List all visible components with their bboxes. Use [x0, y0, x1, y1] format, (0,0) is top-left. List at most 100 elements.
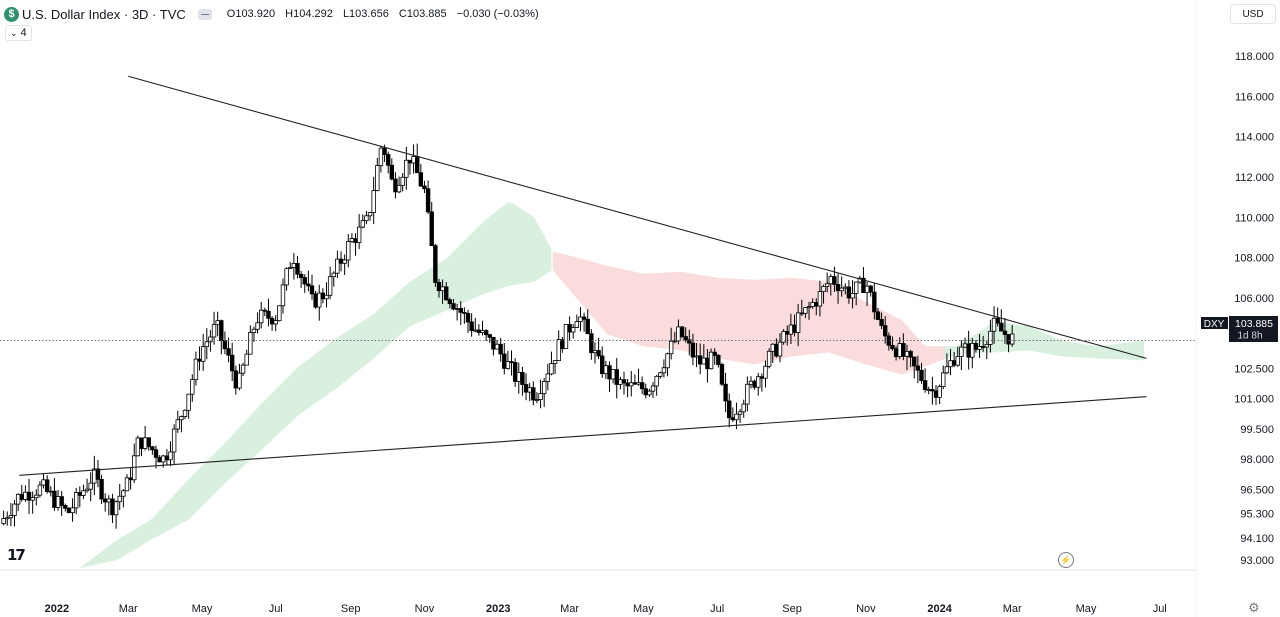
candle-down — [382, 147, 387, 155]
candle-up — [959, 346, 964, 357]
candle-up — [378, 147, 384, 166]
price-tick-label: 108.000 — [1234, 253, 1274, 265]
time-axis[interactable]: 2022 Mar May Jul Sep Nov 2023 Mar May Jul Sep Nov 20… — [45, 603, 1167, 615]
candle-up — [240, 364, 246, 374]
candle-down — [679, 326, 685, 337]
candle-down — [444, 286, 449, 301]
gear-icon[interactable]: ⚙ — [1248, 600, 1260, 615]
ohlc-values: O103.920 H104.292 L103.656 C103.885 −0.0… — [227, 8, 539, 20]
price-axis[interactable]: 118.000 116.000 114.000 112.000 110.000 108.0… — [1234, 51, 1274, 567]
candle-up — [73, 492, 79, 509]
candle-down — [973, 343, 979, 350]
candle-down — [320, 292, 326, 300]
candle-down — [643, 388, 648, 396]
candle-up — [527, 387, 532, 393]
tradingview-logo-icon[interactable]: 17 — [7, 546, 26, 564]
dollar-symbol-icon[interactable]: $ — [4, 6, 19, 22]
candle-down — [63, 505, 68, 509]
candle-up — [552, 360, 558, 364]
candle-down — [44, 479, 50, 492]
candle-up — [88, 482, 93, 490]
candle-up — [55, 496, 61, 508]
candle-down — [436, 282, 442, 292]
candle-up — [327, 276, 333, 296]
candle-down — [150, 446, 155, 451]
candle-up — [984, 343, 989, 348]
candle-up — [92, 468, 97, 484]
time-tick-label: May — [1076, 603, 1097, 615]
candle-down — [422, 185, 427, 190]
menu-dash-icon[interactable] — [197, 8, 212, 20]
candle-down — [103, 498, 108, 503]
candle-up — [404, 159, 409, 178]
candle-up — [454, 307, 460, 310]
candle-up — [34, 494, 39, 499]
candle-up — [694, 355, 699, 358]
candle-down — [596, 350, 601, 357]
candle-up — [737, 411, 743, 415]
price-tick-label: 110.000 — [1235, 212, 1274, 224]
candle-down — [298, 273, 304, 278]
price-tick-label: 112.000 — [1235, 172, 1274, 184]
currency-button[interactable]: USD — [1230, 4, 1276, 24]
candle-down — [429, 211, 434, 247]
candle-up — [948, 360, 953, 368]
candle-up — [356, 226, 362, 244]
candle-up — [41, 479, 46, 486]
price-tick-label: 102.500 — [1234, 363, 1274, 375]
upper-trendline — [128, 75, 1147, 359]
candle-up — [204, 341, 209, 348]
candle-up — [944, 366, 950, 374]
time-tick-label: Jul — [1153, 603, 1167, 615]
candle-down — [861, 277, 866, 294]
candle-down — [26, 491, 32, 501]
candle-up — [745, 383, 750, 405]
candle-up — [396, 184, 402, 193]
candle-up — [665, 353, 670, 369]
candle-down — [890, 344, 895, 350]
candle-down — [893, 348, 899, 358]
candle-down — [313, 293, 318, 308]
candle-down — [886, 335, 892, 346]
candle-down — [95, 468, 101, 480]
lightning-icon[interactable]: ⚡ — [1058, 552, 1074, 568]
candle-up — [440, 286, 445, 292]
candle-up — [400, 176, 405, 186]
candle-down — [338, 258, 344, 264]
candle-down — [531, 387, 536, 401]
candle-up — [288, 267, 293, 270]
candle-down — [581, 316, 587, 320]
candle-up — [175, 419, 180, 430]
indicators-collapse-button[interactable]: ⌄ 4 — [5, 25, 32, 41]
time-tick-label: Sep — [782, 603, 802, 615]
candle-up — [864, 285, 870, 294]
candle-down — [512, 362, 518, 382]
candle-up — [346, 241, 351, 261]
price-badge-bg — [1229, 316, 1278, 342]
time-tick-label: May — [633, 603, 654, 615]
candle-down — [483, 330, 489, 336]
candle-down — [908, 351, 913, 358]
candle-down — [476, 329, 482, 333]
candle-down — [407, 159, 413, 164]
candle-down — [621, 379, 627, 384]
candle-down — [1002, 330, 1008, 335]
candle-down — [752, 380, 757, 388]
candle-up — [291, 262, 297, 268]
candle-up — [676, 326, 681, 342]
candle-down — [875, 311, 881, 320]
candle-down — [229, 354, 235, 372]
candle-down — [639, 382, 645, 390]
legend-header: $ U.S. Dollar Index · 3D · TVC O103.920 … — [4, 5, 539, 23]
candle-down — [792, 324, 797, 333]
candle-down — [157, 456, 162, 463]
candle-up — [556, 339, 561, 361]
candle-up — [70, 507, 75, 514]
indicators-count: 4 — [20, 27, 27, 39]
candle-up — [777, 341, 783, 357]
candle-up — [8, 515, 14, 519]
symbol-title[interactable]: U.S. Dollar Index · 3D · TVC — [22, 6, 186, 22]
candle-down — [832, 276, 837, 285]
candle-up — [610, 369, 616, 380]
